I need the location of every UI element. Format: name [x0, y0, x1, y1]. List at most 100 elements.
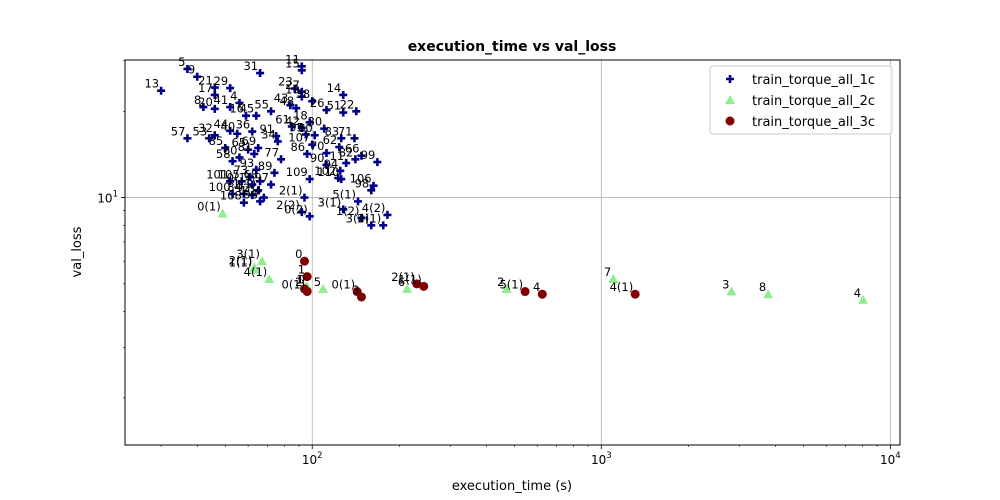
- plus-data-point: [305, 212, 314, 221]
- legend-marker: [725, 116, 735, 126]
- point-label: 14: [327, 81, 342, 95]
- plus-data-point: [226, 177, 235, 186]
- plus-data-point: [256, 69, 265, 78]
- triangle-data-point: [217, 208, 228, 218]
- point-label: 3: [722, 278, 729, 292]
- plus-data-point: [239, 198, 248, 207]
- plus-data-point: [248, 191, 257, 200]
- point-label: 0: [295, 247, 302, 261]
- plus-data-point: [367, 221, 376, 230]
- plus-data-point: [193, 72, 202, 81]
- point-label: 19: [285, 83, 300, 97]
- point-label: 1(1): [233, 176, 257, 190]
- point-label: 105: [218, 167, 240, 181]
- plus-data-point: [297, 92, 306, 101]
- point-label: 36: [236, 118, 251, 132]
- point-label: 20: [198, 95, 213, 109]
- point-label: 101: [206, 167, 228, 181]
- plus-data-point: [305, 118, 314, 127]
- plus-data-point: [337, 175, 346, 184]
- point-label: 58: [216, 147, 231, 161]
- point-label: 4: [533, 280, 540, 294]
- plus-data-point: [379, 221, 388, 230]
- plus-data-point: [256, 177, 265, 186]
- triangle-data-point: [402, 283, 413, 293]
- point-label: 53: [193, 124, 208, 138]
- plus-data-point: [210, 131, 219, 140]
- plus-data-point: [157, 86, 166, 95]
- point-label: 57: [171, 124, 186, 138]
- point-label: 1: [298, 263, 305, 277]
- point-label: 15: [285, 56, 300, 70]
- point-label: 83: [325, 124, 340, 138]
- point-label: 11: [330, 149, 345, 163]
- point-label: 106: [350, 172, 372, 186]
- plus-data-point: [339, 205, 348, 214]
- point-label: 4: [854, 286, 861, 300]
- point-label: 3(1): [236, 247, 260, 261]
- y-axis-label: val_loss: [70, 226, 85, 277]
- point-label: 60: [223, 143, 238, 157]
- x-axis-label: execution_time (s): [452, 479, 572, 494]
- point-label: 32: [198, 121, 213, 135]
- plus-data-point: [256, 197, 265, 206]
- triangle-data-point: [501, 283, 512, 293]
- point-label: 95: [289, 120, 304, 134]
- plus-data-point: [210, 83, 219, 92]
- point-label: 7: [604, 265, 611, 279]
- plus-data-point: [383, 210, 392, 219]
- point-label: 34: [261, 127, 276, 141]
- plus-data-point: [350, 134, 359, 143]
- point-label: 43: [274, 91, 289, 105]
- point-label: 5: [314, 275, 321, 289]
- plus-data-point: [303, 149, 312, 158]
- point-label: 8: [759, 280, 766, 294]
- plus-data-point: [210, 90, 219, 99]
- point-label: 26: [310, 96, 325, 110]
- point-label: 1(1): [398, 272, 422, 286]
- point-label: 90: [310, 151, 325, 165]
- point-label: 70: [310, 139, 325, 153]
- plus-data-point: [292, 104, 301, 113]
- point-label: 51: [327, 99, 342, 113]
- point-label: 107: [288, 131, 310, 145]
- y-tick-label: 101: [97, 190, 118, 206]
- plus-data-point: [244, 145, 253, 154]
- plus-data-point: [272, 131, 281, 140]
- plus-data-point: [242, 111, 251, 120]
- point-label: 2: [295, 275, 302, 289]
- plus-data-point: [226, 126, 235, 135]
- circle-data-point: [537, 289, 547, 299]
- circle-data-point: [412, 279, 422, 289]
- plus-data-point: [205, 134, 214, 143]
- plus-data-point: [369, 181, 378, 190]
- plus-data-point: [210, 104, 219, 113]
- point-label: 2(1): [391, 270, 415, 284]
- x-tick-label: 103: [591, 451, 612, 467]
- plus-data-point: [357, 213, 366, 222]
- point-label: 5(1): [499, 278, 523, 292]
- plus-data-point: [367, 186, 376, 195]
- point-label: 68: [243, 167, 258, 181]
- plus-data-point: [322, 149, 331, 158]
- point-label: 3(2): [346, 211, 370, 225]
- point-label: 45: [240, 102, 255, 116]
- plus-data-point: [351, 155, 360, 164]
- circle-data-point: [520, 287, 530, 297]
- point-label: 4(2): [362, 201, 386, 215]
- plus-data-point: [237, 177, 246, 186]
- plus-data-point: [267, 107, 276, 116]
- point-label: 4: [230, 89, 237, 103]
- point-label: 27: [285, 78, 300, 92]
- legend: train_torque_all_1c train_torque_all_2ctr…: [709, 65, 893, 135]
- triangle-data-point: [256, 256, 267, 266]
- point-label: 77: [264, 145, 279, 159]
- point-label: 81: [238, 140, 253, 154]
- point-label: 73: [234, 163, 249, 177]
- triangle-data-point: [726, 286, 737, 296]
- plus-data-point: [228, 189, 237, 198]
- point-label: 21: [198, 74, 213, 88]
- point-label: 84: [227, 180, 242, 194]
- point-label: 86: [290, 140, 305, 154]
